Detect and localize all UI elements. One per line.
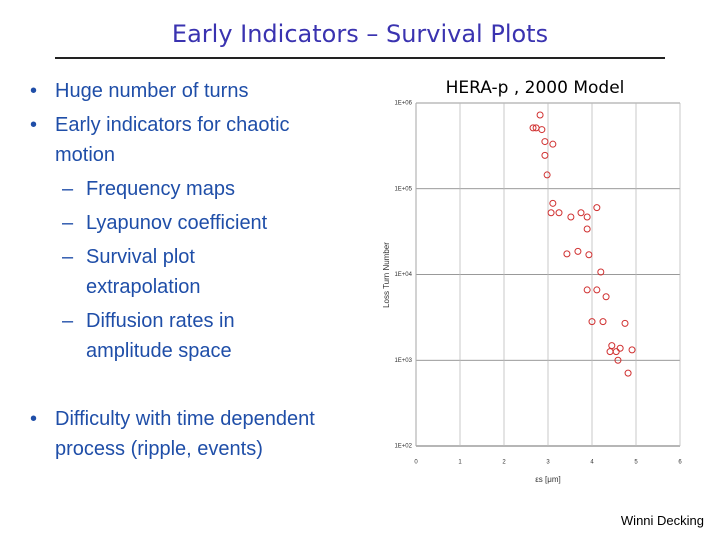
y-tick-label: 1E+02 bbox=[394, 444, 412, 450]
y-tick-label: 1E+03 bbox=[394, 358, 412, 364]
y-tick-label: 1E+05 bbox=[394, 186, 412, 192]
point bbox=[624, 369, 632, 377]
bullet-text: Early indicators for chaotic motion bbox=[55, 114, 290, 166]
point bbox=[608, 342, 616, 350]
point bbox=[599, 318, 607, 326]
chart-title: HERA-p , 2000 Model bbox=[446, 78, 625, 98]
bullet-text: Frequency maps bbox=[86, 178, 235, 200]
point bbox=[547, 209, 555, 217]
x-tick-label: 6 bbox=[678, 460, 682, 466]
point bbox=[628, 346, 636, 354]
point bbox=[614, 356, 622, 364]
title-rule bbox=[55, 57, 665, 59]
point bbox=[583, 213, 591, 221]
point bbox=[563, 250, 571, 258]
point bbox=[606, 348, 614, 356]
slide-title: Early Indicators – Survival Plots bbox=[171, 20, 549, 48]
point bbox=[621, 319, 629, 327]
bullet-text: Diffusion rates in amplitude space bbox=[86, 310, 235, 362]
x-tick-label: 2 bbox=[502, 460, 506, 466]
point bbox=[529, 124, 537, 132]
y-tick-label: 1E+06 bbox=[394, 101, 412, 107]
point bbox=[543, 171, 551, 179]
bullet-text: Difficulty with time dependent process (… bbox=[55, 408, 315, 460]
dash: – bbox=[62, 246, 74, 268]
bullet: • bbox=[30, 80, 38, 102]
bullet-text: Huge number of turns bbox=[55, 80, 249, 102]
point bbox=[602, 293, 610, 301]
x-tick-label: 3 bbox=[546, 460, 550, 466]
point bbox=[585, 251, 593, 259]
x-tick-label: 5 bbox=[634, 460, 638, 466]
x-tick-label: 1 bbox=[458, 460, 462, 466]
point bbox=[538, 126, 546, 134]
x-tick-label: 4 bbox=[590, 460, 594, 466]
bullet-text: Survival plot extrapolation bbox=[86, 246, 201, 298]
dash: – bbox=[62, 212, 74, 234]
point bbox=[555, 209, 563, 217]
bullet: • bbox=[30, 408, 38, 430]
point bbox=[536, 111, 544, 119]
bullet: • bbox=[30, 114, 38, 136]
x-axis-label: εs [μm] bbox=[535, 475, 561, 484]
point bbox=[549, 140, 557, 148]
point bbox=[593, 204, 601, 212]
point bbox=[583, 225, 591, 233]
point bbox=[588, 318, 596, 326]
point bbox=[612, 348, 620, 356]
dash: – bbox=[62, 178, 74, 200]
point bbox=[593, 286, 601, 294]
y-tick-label: 1E+04 bbox=[394, 272, 412, 278]
y-axis-label: Loss Turn Number bbox=[382, 242, 391, 308]
dash: – bbox=[62, 310, 74, 332]
point bbox=[541, 151, 549, 159]
point bbox=[567, 213, 575, 221]
point bbox=[549, 199, 557, 207]
point bbox=[577, 209, 585, 217]
point bbox=[616, 344, 624, 352]
point bbox=[597, 268, 605, 276]
point bbox=[541, 138, 549, 146]
point bbox=[583, 286, 591, 294]
point bbox=[574, 247, 582, 255]
bullet-text: Lyapunov coefficient bbox=[86, 212, 268, 234]
footer: Winni Decking bbox=[620, 513, 704, 528]
x-tick-label: 0 bbox=[414, 460, 418, 466]
